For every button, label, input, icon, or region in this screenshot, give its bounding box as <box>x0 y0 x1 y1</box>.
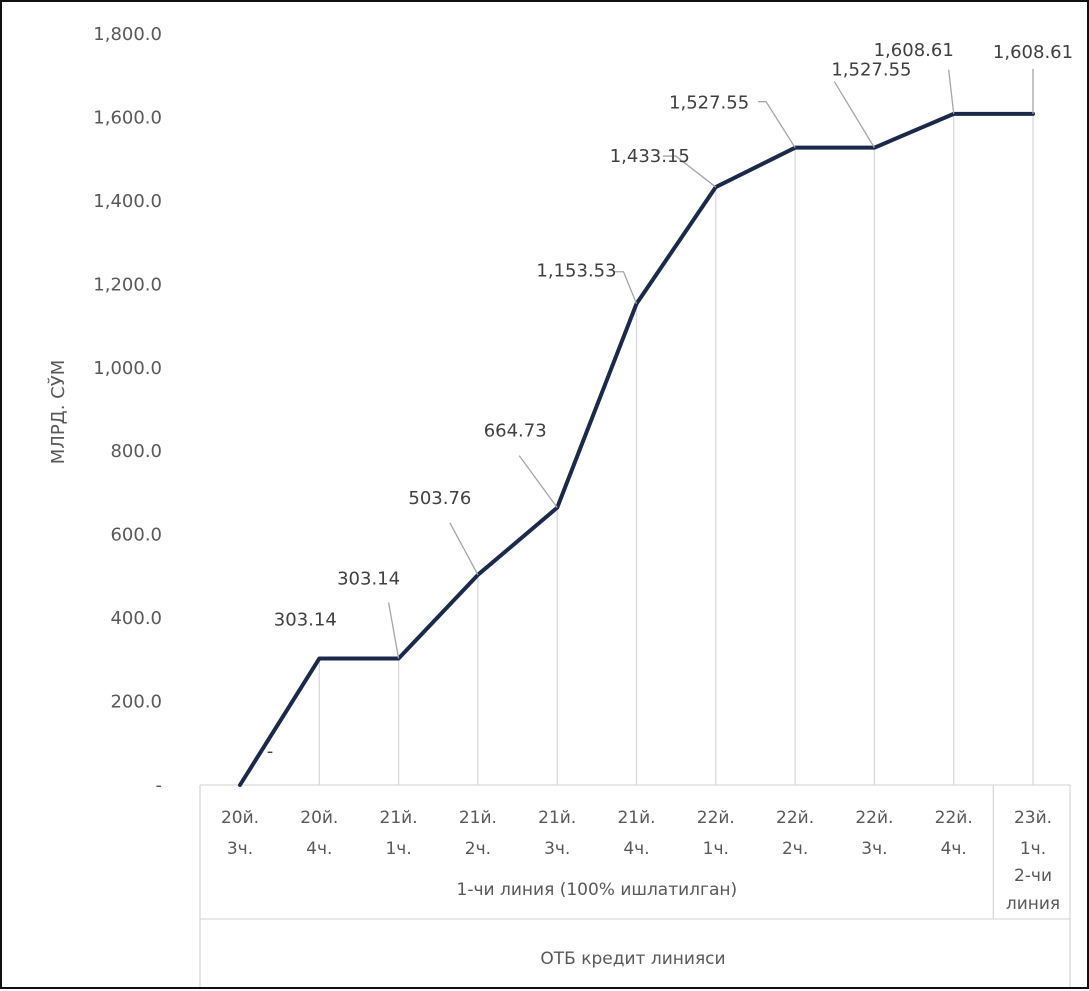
x-category-label-0-line1: 20й. <box>221 808 259 828</box>
data-label-0: - <box>267 741 274 762</box>
x-category-label-8-line1: 22й. <box>855 808 893 828</box>
data-label-3: 503.76 <box>408 488 471 509</box>
x-category-label-1-line2: 4ч. <box>306 839 332 859</box>
data-label-leader-4 <box>518 455 558 509</box>
y-tick-label-9: 1,800.0 <box>93 24 162 45</box>
data-label-10: 1,608.61 <box>993 42 1073 63</box>
y-tick-label-7: 1,400.0 <box>93 191 162 212</box>
x-category-label-10-line1: 23й. <box>1014 808 1052 828</box>
x-category-label-4-line1: 21й. <box>538 808 576 828</box>
data-label-2: 303.14 <box>337 569 400 590</box>
x-category-label-8-line2: 3ч. <box>861 839 887 859</box>
y-tick-label-6: 1,200.0 <box>93 274 162 295</box>
x-category-label-6-line2: 1ч. <box>703 839 729 859</box>
x-category-label-6-line1: 22й. <box>697 808 735 828</box>
x-category-label-9-line1: 22й. <box>935 808 973 828</box>
data-label-5: 1,153.53 <box>536 261 616 282</box>
y-tick-label-0: - <box>156 775 163 796</box>
data-label-leader-9 <box>948 69 955 114</box>
y-tick-label-1: 200.0 <box>110 692 162 713</box>
y-tick-label-4: 800.0 <box>110 441 162 462</box>
data-label-6: 1,433.15 <box>610 146 690 167</box>
y-tick-label-2: 400.0 <box>110 608 162 629</box>
y-axis-title: МЛРД. СЎМ <box>47 360 69 465</box>
x-category-label-10-line2: 1ч. <box>1020 839 1046 859</box>
x-group-label-0: 1-чи линия (100% ишлатилган) <box>457 880 738 900</box>
data-label-leader-2 <box>387 602 400 659</box>
data-label-9: 1,608.61 <box>874 40 954 61</box>
x-category-label-7-line2: 2ч. <box>782 839 808 859</box>
data-label-leader-8 <box>833 81 875 149</box>
data-label-leader-3 <box>449 522 479 576</box>
x-outer-group-label: ОТБ кредит линияси <box>540 949 725 969</box>
data-label-8: 1,527.55 <box>831 60 911 81</box>
x-category-label-4-line2: 3ч. <box>544 839 570 859</box>
data-label-leader-7 <box>758 101 796 149</box>
y-tick-label-5: 1,000.0 <box>93 358 162 379</box>
x-category-label-3-line2: 2ч. <box>465 839 491 859</box>
data-label-leader-6 <box>662 155 717 188</box>
y-tick-label-8: 1,600.0 <box>93 107 162 128</box>
y-tick-label-3: 600.0 <box>110 525 162 546</box>
x-group-label-1-line2: линия <box>1006 894 1060 914</box>
x-category-label-3-line1: 21й. <box>459 808 497 828</box>
x-category-label-9-line2: 4ч. <box>941 839 967 859</box>
data-label-4: 664.73 <box>484 421 547 442</box>
x-category-label-5-line2: 4ч. <box>623 839 649 859</box>
x-category-label-1-line1: 20й. <box>300 808 338 828</box>
x-category-label-2-line1: 21й. <box>380 808 418 828</box>
x-group-label-1-line1: 2-чи <box>1014 866 1052 886</box>
data-label-1: 303.14 <box>274 610 337 631</box>
x-category-label-7-line1: 22й. <box>776 808 814 828</box>
data-label-7: 1,527.55 <box>669 93 749 114</box>
x-category-label-0-line2: 3ч. <box>227 839 253 859</box>
data-label-leader-5 <box>614 271 638 304</box>
x-category-label-5-line1: 21й. <box>617 808 655 828</box>
x-category-label-2-line2: 1ч. <box>385 839 411 859</box>
